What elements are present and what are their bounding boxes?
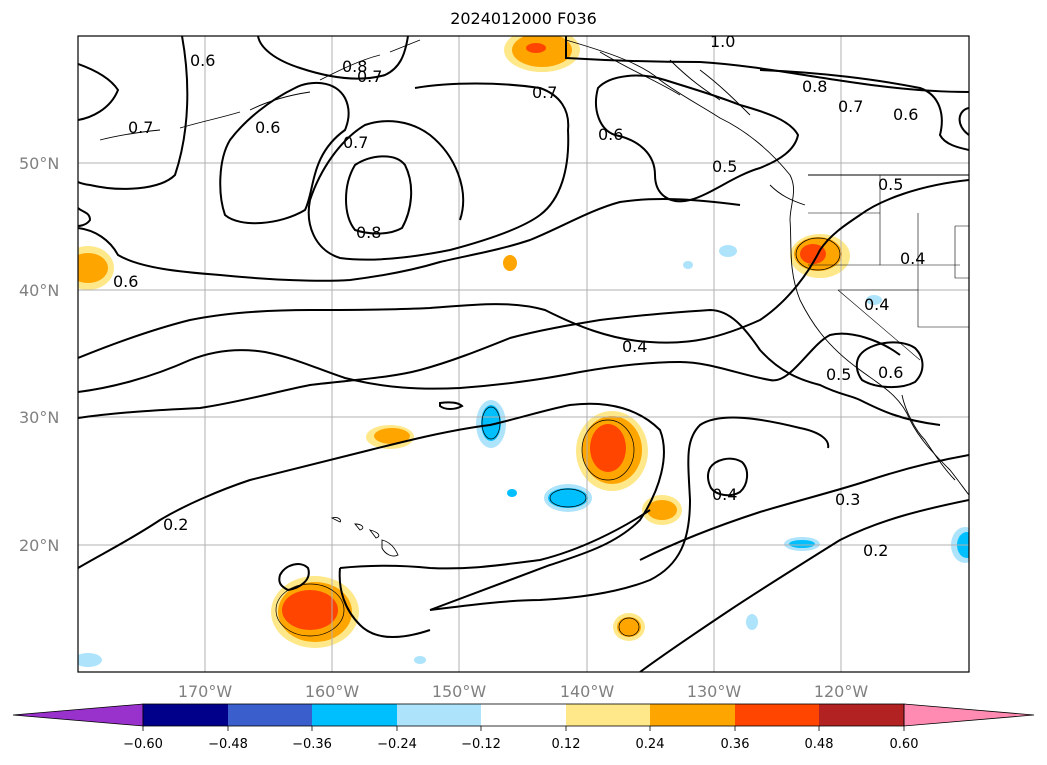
contour-label: 0.7 bbox=[343, 133, 368, 152]
longitude-labels: 170°W 160°W 150°W 140°W 130°W 120°W bbox=[178, 682, 869, 701]
colorbar-segment bbox=[481, 704, 566, 726]
colorbar-segment bbox=[566, 704, 650, 726]
colorbar-segment bbox=[143, 704, 228, 726]
lat-label: 20°N bbox=[19, 536, 59, 555]
lon-label: 170°W bbox=[178, 682, 233, 701]
lon-label: 160°W bbox=[305, 682, 360, 701]
lon-label: 140°W bbox=[560, 682, 615, 701]
map-title: 2024012000 F036 bbox=[450, 9, 597, 28]
colorbar-tick-label: 0.36 bbox=[721, 737, 750, 752]
lon-label: 150°W bbox=[432, 682, 487, 701]
contour-label: 0.4 bbox=[864, 295, 889, 314]
contour-label: 0.8 bbox=[342, 57, 367, 76]
contour-label: 0.6 bbox=[255, 118, 280, 137]
contour-label: 0.5 bbox=[712, 157, 737, 176]
colorbar-tick-label: −0.24 bbox=[377, 737, 417, 752]
contour-label: 0.6 bbox=[893, 105, 918, 124]
contour-label: 0.4 bbox=[900, 249, 925, 268]
colorbar: −0.60 −0.48 −0.36 −0.24 −0.12 0.12 0.24 … bbox=[12, 703, 1035, 752]
contour-label: 0.7 bbox=[128, 118, 153, 137]
contour-label: 0.6 bbox=[190, 51, 215, 70]
contour-label: 0.7 bbox=[357, 67, 382, 86]
contour-label: 0.8 bbox=[356, 223, 381, 242]
coastlines bbox=[99, 39, 969, 557]
colorbar-tick-label: −0.48 bbox=[208, 737, 248, 752]
contour-label: 0.6 bbox=[878, 363, 903, 382]
contour-lines bbox=[78, 36, 969, 672]
contour-label: 0.4 bbox=[622, 337, 647, 356]
contour-label: 1.0 bbox=[710, 32, 735, 51]
plot-border bbox=[77, 35, 970, 673]
colorbar-tick-label: −0.36 bbox=[292, 737, 332, 752]
colorbar-tick-label: −0.60 bbox=[123, 737, 163, 752]
colorbar-segment bbox=[650, 704, 735, 726]
colorbar-tick-label: −0.12 bbox=[461, 737, 501, 752]
colorbar-segment bbox=[819, 704, 904, 726]
latitude-labels: 50°N 40°N 30°N 20°N bbox=[19, 154, 59, 555]
contour-label: 0.4 bbox=[712, 485, 737, 504]
contour-label: 0.6 bbox=[598, 125, 623, 144]
colorbar-tick-label: 0.48 bbox=[805, 737, 834, 752]
contour-label-group: 0.6 0.8 0.7 0.7 0.6 0.7 0.8 0.6 0.7 0.6 … bbox=[113, 32, 925, 560]
contour-label: 0.7 bbox=[532, 83, 557, 102]
plot-area bbox=[78, 36, 969, 672]
colorbar-tick-label: 0.60 bbox=[890, 737, 919, 752]
anomaly-outlines bbox=[275, 237, 841, 637]
state-borders bbox=[808, 175, 969, 361]
colorbar-segment bbox=[12, 703, 144, 727]
anomaly-shading bbox=[78, 36, 969, 667]
contour-label: 0.3 bbox=[835, 490, 860, 509]
colorbar-segment bbox=[397, 704, 481, 726]
contour-label: 0.2 bbox=[863, 541, 888, 560]
lon-label: 120°W bbox=[814, 682, 869, 701]
colorbar-segment bbox=[312, 704, 397, 726]
contour-label: 0.8 bbox=[802, 77, 827, 96]
contour-label: 0.7 bbox=[838, 97, 863, 116]
contour-label: 0.5 bbox=[878, 175, 903, 194]
contour-label: 0.6 bbox=[113, 272, 138, 291]
colorbar-segment bbox=[228, 704, 312, 726]
colorbar-tick-label: 0.24 bbox=[636, 737, 665, 752]
colorbar-segment bbox=[735, 704, 819, 726]
lon-label: 130°W bbox=[687, 682, 742, 701]
contour-label: 0.2 bbox=[163, 515, 188, 534]
lat-label: 50°N bbox=[19, 154, 59, 173]
colorbar-segment bbox=[903, 703, 1035, 727]
colorbar-tick-label: 0.12 bbox=[552, 737, 581, 752]
lat-label: 40°N bbox=[19, 281, 59, 300]
lat-label: 30°N bbox=[19, 408, 59, 427]
contour-label: 0.5 bbox=[826, 365, 851, 384]
